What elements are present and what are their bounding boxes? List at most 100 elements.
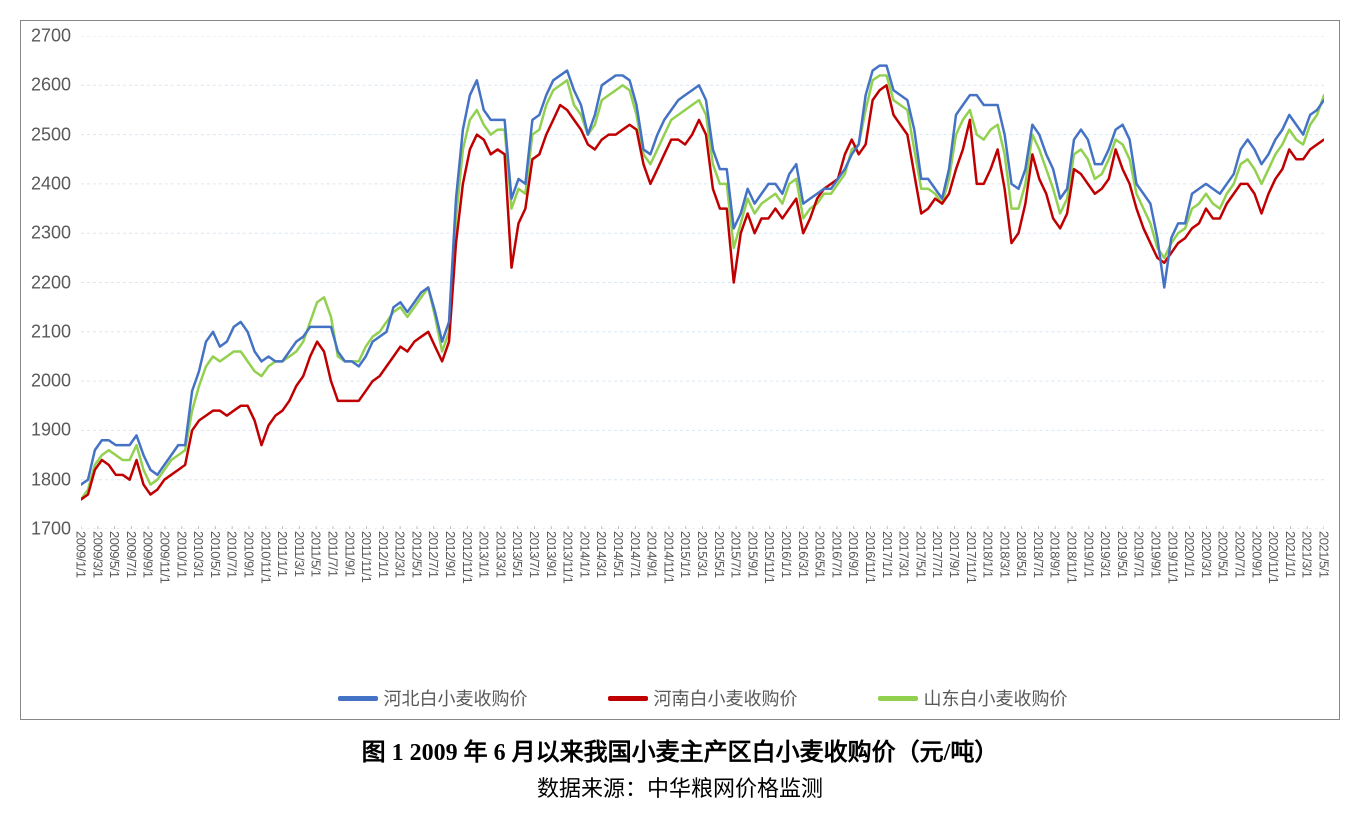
x-tick-label: 2013/1/1	[477, 531, 492, 578]
x-tick-label: 2013/7/1	[527, 531, 542, 578]
legend-swatch	[338, 696, 378, 701]
x-tick-label: 2019/9/1	[1149, 531, 1164, 578]
x-tick-label: 2011/9/1	[342, 531, 357, 577]
x-tick-label: 2009/11/1	[157, 531, 172, 583]
x-tick-label: 2010/7/1	[225, 531, 240, 578]
series-line	[81, 85, 1324, 499]
x-tick-label: 2012/9/1	[443, 531, 458, 578]
x-tick-label: 2020/9/1	[1249, 531, 1264, 578]
x-tick-label: 2017/7/1	[930, 531, 945, 578]
x-axis: 2009/1/12009/3/12009/5/12009/7/12009/9/1…	[81, 531, 1324, 661]
x-tick-label: 2014/11/1	[661, 531, 676, 583]
x-tick-label: 2018/7/1	[1031, 531, 1046, 578]
x-tick-label: 2016/3/1	[796, 531, 811, 578]
x-tick-label: 2016/9/1	[846, 531, 861, 578]
y-tick-label: 2500	[31, 124, 71, 145]
x-tick-label: 2009/7/1	[124, 531, 139, 578]
x-tick-label: 2010/3/1	[191, 531, 206, 578]
legend-item: 河南白小麦收购价	[608, 685, 798, 711]
x-tick-label: 2018/3/1	[997, 531, 1012, 578]
legend-label: 河北白小麦收购价	[384, 685, 528, 711]
x-tick-label: 2014/1/1	[577, 531, 592, 578]
legend-swatch	[878, 696, 918, 701]
x-tick-label: 2015/1/1	[678, 531, 693, 578]
x-tick-label: 2020/7/1	[1233, 531, 1248, 578]
y-tick-label: 2400	[31, 173, 71, 194]
x-tick-label: 2018/5/1	[1014, 531, 1029, 578]
x-tick-label: 2017/5/1	[913, 531, 928, 578]
y-tick-label: 2600	[31, 75, 71, 96]
x-tick-label: 2013/3/1	[493, 531, 508, 578]
x-tick-label: 2016/11/1	[863, 531, 878, 583]
y-axis: 1700180019002000210022002300240025002600…	[21, 36, 76, 529]
x-tick-label: 2014/7/1	[628, 531, 643, 578]
x-tick-label: 2010/5/1	[208, 531, 223, 578]
chart-container: 1700180019002000210022002300240025002600…	[20, 20, 1340, 720]
x-tick-label: 2013/11/1	[561, 531, 576, 583]
legend-item: 山东白小麦收购价	[878, 685, 1068, 711]
x-tick-label: 2015/9/1	[745, 531, 760, 578]
x-tick-label: 2021/1/1	[1283, 531, 1298, 578]
caption-source: 数据来源：中华粮网价格监测	[20, 771, 1340, 803]
x-tick-label: 2010/1/1	[174, 531, 189, 578]
chart-svg	[81, 36, 1324, 529]
legend-item: 河北白小麦收购价	[338, 685, 528, 711]
x-tick-label: 2011/1/1	[275, 531, 290, 577]
legend-label: 河南白小麦收购价	[654, 685, 798, 711]
x-tick-label: 2014/5/1	[611, 531, 626, 578]
caption: 图 1 2009 年 6 月以来我国小麦主产区白小麦收购价（元/吨） 数据来源：…	[20, 732, 1340, 803]
x-tick-label: 2011/3/1	[292, 531, 307, 577]
plot-area	[81, 36, 1324, 529]
x-tick-label: 2017/1/1	[880, 531, 895, 578]
y-tick-label: 2000	[31, 371, 71, 392]
x-tick-label: 2016/5/1	[813, 531, 828, 578]
x-tick-label: 2017/11/1	[964, 531, 979, 583]
series-line	[81, 75, 1324, 499]
x-tick-label: 2020/5/1	[1216, 531, 1231, 578]
x-tick-label: 2009/3/1	[90, 531, 105, 578]
legend-swatch	[608, 696, 648, 701]
x-tick-label: 2015/11/1	[762, 531, 777, 583]
x-tick-label: 2015/7/1	[729, 531, 744, 578]
x-tick-label: 2018/11/1	[1065, 531, 1080, 583]
x-tick-label: 2019/7/1	[1132, 531, 1147, 578]
x-tick-label: 2012/5/1	[409, 531, 424, 578]
x-tick-label: 2021/5/1	[1317, 531, 1332, 578]
x-tick-label: 2011/7/1	[325, 531, 340, 577]
x-tick-label: 2017/3/1	[897, 531, 912, 578]
y-tick-label: 1900	[31, 420, 71, 441]
x-tick-label: 2010/9/1	[241, 531, 256, 578]
y-tick-label: 2700	[31, 26, 71, 47]
caption-title: 图 1 2009 年 6 月以来我国小麦主产区白小麦收购价（元/吨）	[20, 732, 1340, 767]
x-tick-label: 2020/11/1	[1266, 531, 1281, 583]
x-tick-label: 2009/1/1	[74, 531, 89, 578]
legend: 河北白小麦收购价 河南白小麦收购价 山东白小麦收购价	[81, 685, 1324, 711]
x-tick-label: 2012/11/1	[460, 531, 475, 583]
x-tick-label: 2019/11/1	[1165, 531, 1180, 583]
x-tick-label: 2019/1/1	[1081, 531, 1096, 578]
x-tick-label: 2009/5/1	[107, 531, 122, 578]
x-tick-label: 2018/1/1	[981, 531, 996, 578]
x-tick-label: 2012/1/1	[376, 531, 391, 578]
x-tick-label: 2015/5/1	[712, 531, 727, 578]
x-tick-label: 2016/7/1	[829, 531, 844, 578]
x-tick-label: 2009/9/1	[141, 531, 156, 578]
x-tick-label: 2012/7/1	[426, 531, 441, 578]
y-tick-label: 2100	[31, 321, 71, 342]
x-tick-label: 2020/3/1	[1199, 531, 1214, 578]
y-tick-label: 2300	[31, 223, 71, 244]
y-tick-label: 1800	[31, 469, 71, 490]
x-tick-label: 2018/9/1	[1048, 531, 1063, 578]
x-tick-label: 2010/11/1	[258, 531, 273, 583]
x-tick-label: 2015/3/1	[695, 531, 710, 578]
x-tick-label: 2012/3/1	[393, 531, 408, 578]
x-tick-label: 2013/9/1	[544, 531, 559, 578]
x-tick-label: 2014/9/1	[645, 531, 660, 578]
y-tick-label: 1700	[31, 519, 71, 540]
x-tick-label: 2013/5/1	[510, 531, 525, 578]
x-tick-label: 2019/3/1	[1098, 531, 1113, 578]
x-tick-label: 2011/11/1	[359, 531, 374, 582]
x-tick-label: 2017/9/1	[947, 531, 962, 578]
x-tick-label: 2014/3/1	[594, 531, 609, 578]
x-tick-label: 2021/3/1	[1300, 531, 1315, 578]
